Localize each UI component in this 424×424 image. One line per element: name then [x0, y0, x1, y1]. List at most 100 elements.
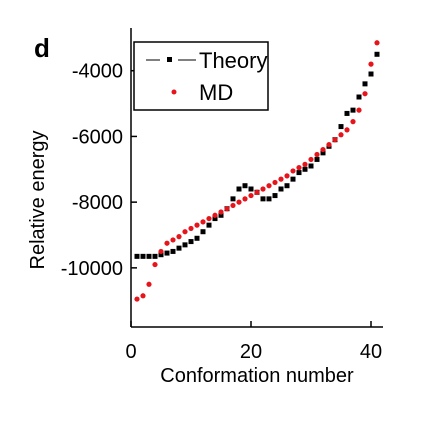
md-point — [350, 119, 356, 125]
theory-point — [182, 242, 188, 248]
md-point — [374, 40, 380, 46]
theory-point — [350, 107, 356, 113]
theory-point — [158, 252, 164, 258]
theory-point — [266, 196, 272, 202]
theory-point — [368, 71, 374, 77]
x-tick-label: 40 — [360, 341, 382, 363]
legend: Theory MD — [133, 41, 269, 111]
theory-point — [296, 170, 302, 176]
md-point — [164, 240, 170, 246]
theory-point — [248, 186, 254, 192]
md-point — [194, 222, 200, 228]
md-point — [272, 179, 278, 186]
md-point — [362, 91, 368, 97]
md-point — [158, 248, 164, 255]
md-point — [218, 209, 224, 215]
theory-point — [206, 222, 212, 228]
legend-entry-md: MD — [171, 80, 233, 105]
y-axis-title: Relative energy — [27, 131, 49, 270]
y-tick-label: -6000 — [72, 126, 123, 148]
md-point — [296, 165, 302, 171]
md-point — [152, 261, 158, 268]
md-point — [176, 234, 182, 240]
md-point — [332, 137, 338, 143]
theory-point — [272, 193, 278, 199]
md-point — [134, 296, 140, 302]
theory-point — [320, 150, 326, 156]
theory-point — [344, 110, 350, 116]
md-point — [248, 192, 254, 199]
legend-label-md: MD — [199, 80, 233, 105]
legend-md-marker — [171, 89, 177, 95]
theory-point — [284, 183, 290, 189]
legend-label-theory: Theory — [199, 48, 267, 73]
theory-point — [164, 250, 170, 256]
y-ticks: -10000 -8000 -6000 -4000 — [61, 61, 137, 280]
theory-point — [302, 166, 308, 172]
md-point — [236, 199, 242, 205]
series-theory — [134, 51, 380, 259]
x-axis-title: Conformation number — [160, 365, 354, 387]
y-tick-label: -8000 — [72, 192, 123, 214]
y-tick-label: -4000 — [72, 61, 123, 83]
md-point — [266, 183, 272, 189]
x-tick-label: 20 — [240, 341, 262, 363]
md-point — [188, 225, 194, 232]
legend-entry-theory: Theory — [146, 48, 267, 73]
md-point — [182, 229, 188, 235]
md-point — [260, 186, 266, 192]
md-point — [344, 127, 350, 133]
md-point — [302, 161, 308, 167]
md-point — [206, 215, 212, 222]
theory-point — [260, 196, 266, 202]
md-point — [308, 156, 314, 163]
series-md — [134, 40, 380, 302]
md-point — [200, 219, 206, 225]
x-tick-label: 0 — [125, 341, 136, 363]
legend-theory-marker — [167, 57, 172, 62]
md-point — [284, 173, 290, 179]
theory-point — [176, 245, 182, 251]
axes — [130, 28, 383, 328]
theory-point — [194, 235, 200, 241]
md-point — [170, 237, 176, 243]
md-point — [320, 146, 326, 153]
theory-point — [152, 253, 158, 259]
theory-point — [140, 253, 146, 259]
md-point — [368, 61, 374, 67]
theory-point — [236, 186, 242, 192]
md-point — [140, 293, 146, 299]
md-point — [224, 206, 230, 212]
md-point — [242, 196, 248, 202]
md-point — [314, 151, 320, 158]
theory-point — [278, 186, 284, 192]
md-point — [338, 132, 344, 138]
md-point — [278, 176, 284, 182]
theory-point — [308, 163, 314, 169]
theory-point — [200, 229, 206, 235]
x-ticks: 0 20 40 — [125, 321, 382, 363]
theory-point — [242, 183, 248, 189]
theory-point — [362, 81, 368, 87]
theory-point — [212, 216, 218, 222]
md-point — [212, 212, 218, 218]
md-point — [290, 168, 296, 174]
y-tick-label: -10000 — [61, 258, 123, 280]
md-point — [254, 189, 260, 195]
md-point — [326, 142, 332, 148]
theory-point — [188, 239, 194, 245]
theory-point — [290, 176, 296, 182]
panel-label: d — [34, 33, 50, 63]
md-point — [146, 281, 152, 287]
theory-point — [314, 156, 320, 162]
md-point — [356, 107, 362, 113]
legend-box — [133, 41, 269, 111]
theory-point — [374, 51, 380, 57]
theory-point — [218, 212, 224, 218]
theory-point — [170, 248, 176, 254]
theory-point — [356, 94, 362, 100]
theory-point — [230, 196, 236, 202]
md-point — [230, 202, 236, 209]
theory-point — [338, 124, 344, 130]
